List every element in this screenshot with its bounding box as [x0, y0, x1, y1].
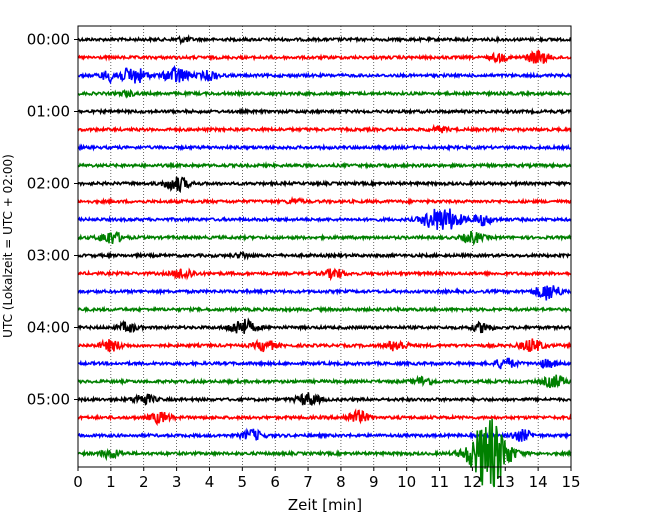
y-tick-label: 03:00	[27, 247, 70, 265]
trace-11	[77, 230, 572, 247]
y-axis-ticks: 00:00 01:00 02:00 03:00 04:00 05:00	[27, 31, 78, 409]
trace-8	[77, 176, 572, 194]
y-tick-label: 00:00	[27, 31, 70, 49]
x-tick-label: 2	[139, 473, 149, 491]
trace-23	[77, 418, 572, 488]
y-tick-label: 04:00	[27, 319, 70, 337]
trace-6	[77, 143, 572, 152]
x-tick-label: 0	[73, 473, 83, 491]
trace-2	[77, 64, 572, 85]
trace-21	[77, 408, 572, 427]
y-tick-label: 02:00	[27, 175, 70, 193]
x-tick-label: 13	[496, 473, 515, 491]
y-axis-label: UTC (Lokalzeit = UTC + 02:00)	[1, 154, 15, 338]
trace-0	[77, 34, 572, 46]
x-tick-label: 14	[529, 473, 548, 491]
x-tick-label: 7	[303, 473, 313, 491]
trace-16	[77, 317, 572, 334]
trace-14	[77, 285, 572, 301]
x-tick-label: 1	[106, 473, 116, 491]
plot-frame	[77, 25, 572, 468]
x-tick-label: 8	[336, 473, 346, 491]
trace-13	[77, 267, 572, 282]
trace-15	[77, 305, 572, 314]
trace-18	[77, 357, 572, 370]
x-axis-label: Zeit [min]	[288, 496, 362, 514]
trace-17	[77, 338, 572, 353]
x-tick-label: 11	[430, 473, 449, 491]
x-tick-label: 12	[463, 473, 482, 491]
y-tick-label: 01:00	[27, 103, 70, 121]
x-tick-label: 10	[397, 473, 416, 491]
x-tick-label: 4	[205, 473, 215, 491]
x-tick-label: 6	[270, 473, 280, 491]
trace-4	[77, 107, 572, 116]
trace-7	[77, 161, 572, 171]
x-tick-label: 9	[369, 473, 379, 491]
trace-3	[77, 88, 572, 99]
trace-19	[77, 374, 572, 389]
trace-5	[77, 123, 572, 134]
x-axis-ticks: 0 1 2 3 4 5 6 7 8 9 10 11 12 13 14 15	[73, 467, 581, 491]
trace-20	[77, 392, 572, 406]
trace-1	[77, 49, 572, 64]
y-tick-label: 05:00	[27, 391, 70, 409]
x-tick-label: 3	[172, 473, 182, 491]
trace-12	[77, 250, 572, 261]
trace-10	[77, 208, 572, 230]
x-tick-label: 15	[561, 473, 580, 491]
trace-9	[77, 196, 572, 206]
trace-group	[77, 34, 572, 488]
x-tick-label: 5	[238, 473, 248, 491]
